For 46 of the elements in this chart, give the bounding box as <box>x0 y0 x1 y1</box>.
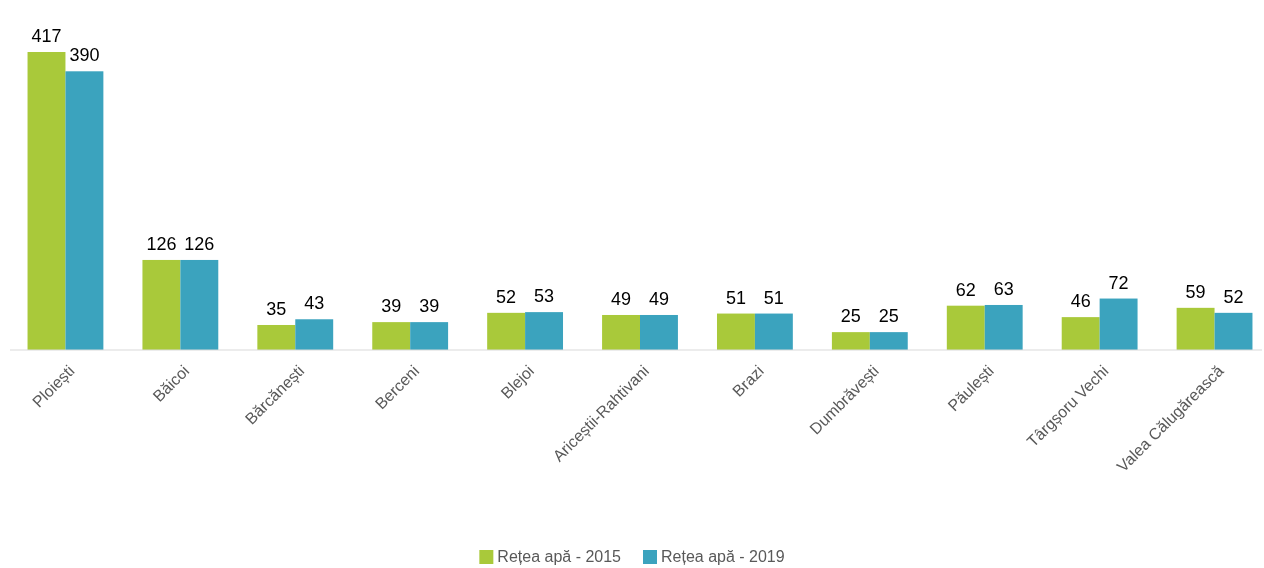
bar <box>946 305 985 350</box>
legend-label: Rețea apă - 2015 <box>497 548 622 565</box>
data-label: 52 <box>496 286 517 307</box>
data-label: 126 <box>184 233 215 254</box>
bar <box>27 52 66 350</box>
bar <box>1176 307 1215 350</box>
data-label: 51 <box>763 287 784 308</box>
bar <box>869 332 908 350</box>
bar <box>372 322 411 350</box>
data-label: 39 <box>419 296 440 317</box>
data-label: 126 <box>146 233 177 254</box>
data-label: 72 <box>1108 272 1129 293</box>
bar <box>716 313 755 350</box>
bar <box>640 314 678 350</box>
bar <box>257 324 296 350</box>
data-label: 59 <box>1185 281 1206 302</box>
data-label: 39 <box>381 296 402 317</box>
data-label: 35 <box>266 298 287 319</box>
bar <box>180 259 219 350</box>
bar <box>1061 317 1100 350</box>
data-label: 63 <box>993 278 1014 299</box>
data-label: 25 <box>878 306 899 327</box>
data-label: 25 <box>840 306 861 327</box>
bar <box>831 332 870 350</box>
bar <box>602 314 640 350</box>
bar <box>65 71 104 350</box>
data-label: 417 <box>31 26 62 46</box>
legend-label: Rețea apă - 2019 <box>661 548 785 565</box>
bar <box>1099 298 1138 350</box>
data-label: 49 <box>648 288 669 309</box>
data-label: 43 <box>304 293 325 314</box>
bar <box>1214 312 1253 350</box>
bar <box>410 322 449 350</box>
data-label: 49 <box>611 288 632 309</box>
bar <box>984 304 1023 350</box>
bar <box>142 259 181 350</box>
data-label: 62 <box>955 279 976 300</box>
data-label: 51 <box>725 287 746 308</box>
bar <box>754 313 793 350</box>
data-label: 390 <box>69 45 100 66</box>
data-label: 46 <box>1070 291 1091 312</box>
data-label: 53 <box>534 286 555 307</box>
bar <box>295 319 334 350</box>
bar <box>487 312 526 350</box>
data-label: 52 <box>1223 286 1244 307</box>
bar <box>525 312 564 350</box>
